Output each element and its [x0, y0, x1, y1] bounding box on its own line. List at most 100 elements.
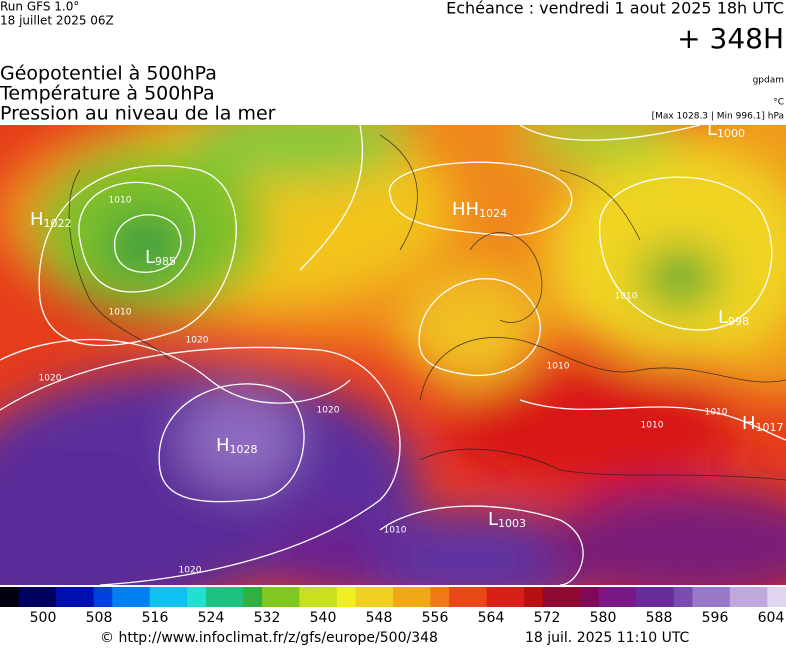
color-bar: 500 508 516 524 532 540 548 556 564 572 580 588 596 6… [0, 587, 786, 626]
color-swatch [224, 587, 244, 607]
color-swatch [374, 587, 394, 607]
isobar-label: 1010 [615, 292, 638, 302]
center-value: 985 [155, 255, 176, 268]
color-swatch [449, 587, 469, 607]
pressure-center: L1003 [488, 509, 526, 530]
color-swatch [748, 587, 768, 607]
color-swatch [692, 587, 712, 607]
unit-label: [Max 1028.3 | Min 996.1] hPa [652, 112, 784, 122]
center-letter: H [30, 209, 44, 230]
pressure-center: L985 [145, 247, 176, 268]
color-swatch [336, 587, 357, 607]
color-swatch [636, 587, 656, 607]
isobar-label: 1010 [384, 526, 407, 536]
isobar-label: 1010 [109, 308, 132, 318]
color-swatch [524, 587, 544, 607]
colorbar-label: 508 [86, 610, 113, 626]
colorbar-label: 588 [646, 610, 673, 626]
color-swatch [0, 587, 20, 607]
color-swatch [767, 587, 786, 607]
center-value: 1028 [230, 443, 258, 456]
color-swatch [393, 587, 413, 607]
center-value: 998 [728, 315, 749, 328]
color-swatch [561, 587, 581, 607]
color-swatch [112, 587, 132, 607]
isobar-label: 1020 [39, 374, 62, 384]
color-swatch [580, 587, 600, 607]
center-value: 1000 [717, 127, 745, 140]
colorbar-label: 524 [198, 610, 225, 626]
color-swatch [93, 587, 113, 607]
source-url: © http://www.infoclimat.fr/z/gfs/europe/… [100, 630, 438, 646]
center-letter: H [742, 413, 756, 434]
color-swatch [149, 587, 169, 607]
isobar-label: 1010 [705, 408, 728, 418]
color-swatch [729, 587, 750, 607]
color-swatch [318, 587, 338, 607]
color-swatch [355, 587, 375, 607]
pressure-center: HH1024 [452, 199, 507, 220]
isobar-label: 1020 [317, 406, 340, 416]
center-letter: L [718, 307, 728, 328]
colorbar-label: 580 [590, 610, 617, 626]
color-swatch [262, 587, 282, 607]
lead-time: + 348H [677, 22, 784, 55]
color-swatch [467, 587, 488, 607]
isobar-label: 1020 [179, 566, 202, 576]
field-title: Température à 500hPa [0, 83, 215, 105]
pressure-center: L998 [718, 307, 749, 328]
color-swatch [56, 587, 76, 607]
isobar-label: 1010 [641, 421, 664, 431]
pressure-center: H1022 [30, 209, 72, 230]
center-letter: L [707, 119, 717, 140]
map: H1022L985HH1024L1000L998H1028L1003H10171… [0, 119, 786, 585]
color-swatch [505, 587, 525, 607]
color-swatch [18, 587, 38, 607]
color-swatch [598, 587, 619, 607]
generated-time: 18 juil. 2025 11:10 UTC [525, 630, 690, 646]
pressure-center: L1000 [707, 119, 745, 140]
color-swatch [655, 587, 675, 607]
color-swatch [131, 587, 151, 607]
color-swatch [187, 587, 207, 607]
colorbar-label: 500 [30, 610, 57, 626]
isobar-label: 1010 [109, 196, 132, 206]
center-value: 1022 [44, 217, 72, 230]
colorbar-label: 556 [422, 610, 449, 626]
center-letter: H [216, 435, 230, 456]
center-value: 1024 [479, 207, 507, 220]
field-title: Pression au niveau de la mer [0, 103, 276, 125]
color-swatch [74, 587, 95, 607]
center-letter: L [488, 509, 498, 530]
field-title: Géopotentiel à 500hPa [0, 63, 217, 85]
unit-label: °C [773, 98, 784, 108]
isobars [0, 125, 786, 585]
colorbar-label: 516 [142, 610, 169, 626]
color-swatch [486, 587, 506, 607]
pressure-center: H1028 [216, 435, 258, 456]
isobar-label: 1020 [186, 336, 209, 346]
color-swatch [205, 587, 226, 607]
color-swatch [411, 587, 431, 607]
color-swatch [168, 587, 188, 607]
colorbar-label: 572 [534, 610, 561, 626]
color-swatch [299, 587, 319, 607]
colorbar-label: 596 [702, 610, 729, 626]
color-swatch [711, 587, 731, 607]
colorbar-label: 548 [366, 610, 393, 626]
center-value: 1003 [498, 517, 526, 530]
run-name: Run GFS 1.0° [0, 0, 79, 14]
color-swatch [617, 587, 637, 607]
unit-label: gpdam [753, 76, 784, 86]
valid-time: Echéance : vendredi 1 aout 2025 18h UTC [446, 0, 784, 18]
pressure-center: H1017 [742, 413, 784, 434]
colorbar-label: 540 [310, 610, 337, 626]
isobar-label: 1010 [547, 362, 570, 372]
colorbar-label: 532 [254, 610, 281, 626]
center-letter: L [145, 247, 155, 268]
run-date: 18 juillet 2025 06Z [0, 14, 114, 28]
color-swatch [37, 587, 57, 607]
center-letter: HH [452, 199, 479, 220]
colorbar-label: 564 [478, 610, 505, 626]
